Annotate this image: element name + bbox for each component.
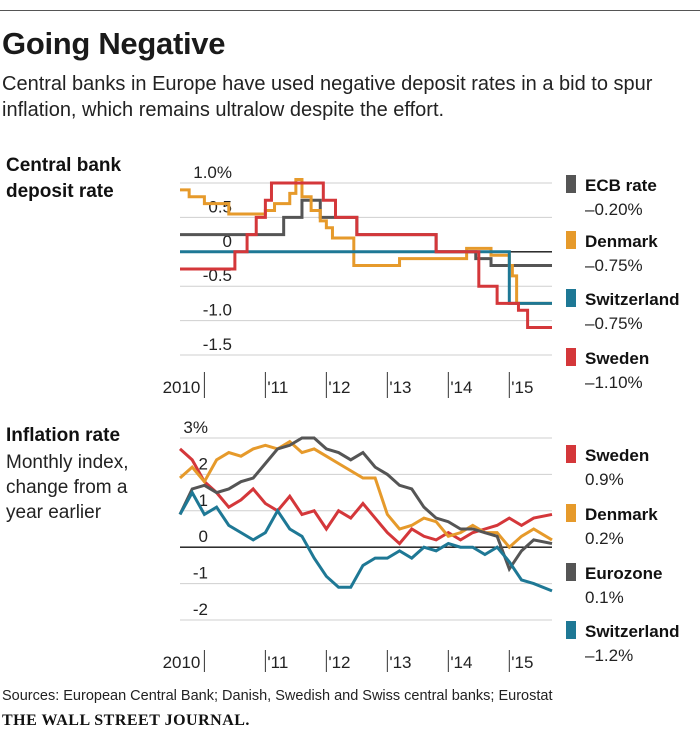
inflation-series-switzerland <box>178 489 553 593</box>
inflation-xtick-label: '13 <box>389 653 411 672</box>
deposit-ytick-label: 1.0% <box>193 163 232 182</box>
inflation-legend-value: 0.1% <box>585 588 624 607</box>
page-title: Going Negative <box>2 26 226 61</box>
deposit-legend-value: –1.10% <box>585 373 643 392</box>
inflation-legend-value: –1.2% <box>585 646 633 665</box>
inflation-legend-swatch <box>566 504 576 522</box>
inflation-ytick-label: 2 <box>199 454 208 473</box>
deposit-ytick-label: 0 <box>223 232 232 251</box>
deposit-xtick-label: 2010 <box>163 378 201 397</box>
deposit-ytick-label: -1.5 <box>203 335 232 354</box>
inflation-xtick-label: 2010 <box>163 653 201 672</box>
deposit-xtick-label: '13 <box>389 378 411 397</box>
deposit-legend-value: –0.75% <box>585 314 643 333</box>
inflation-legend-name: Sweden <box>585 446 649 465</box>
inflation-ytick-label: 0 <box>199 527 208 546</box>
top-rule <box>0 10 700 11</box>
inflation-xtick-label: '14 <box>450 653 472 672</box>
inflation-subtitle-line-2: change from a <box>6 477 128 498</box>
inflation-xtick-label: '11 <box>267 653 288 672</box>
deposit-legend-value: –0.75% <box>585 256 643 275</box>
inflation-legend-swatch <box>566 621 576 639</box>
inflation-ytick-label: -2 <box>193 600 208 619</box>
inflation-subtitle-line-1: Monthly index, <box>6 452 129 473</box>
page-subtitle: Central banks in Europe have used negati… <box>2 73 653 121</box>
deposit-series-denmark <box>180 178 552 305</box>
inflation-series-sweden <box>178 447 553 546</box>
source-note: Sources: European Central Bank; Danish, … <box>2 688 553 704</box>
inflation-legend-name: Denmark <box>585 505 658 524</box>
deposit-legend-name: ECB rate <box>585 176 657 195</box>
inflation-chart-title: Inflation rate <box>6 425 121 446</box>
inflation-legend-name: Eurozone <box>585 564 662 583</box>
deposit-series-switzerland <box>180 250 552 305</box>
inflation-chart-subtitle: Monthly index, change from a year earlie… <box>6 450 129 525</box>
publisher-logo: THE WALL STREET JOURNAL. <box>2 712 250 729</box>
inflation-xtick-label: '15 <box>511 653 533 672</box>
deposit-legend-name: Denmark <box>585 232 658 251</box>
deposit-chart-title: Central bank deposit rate <box>6 153 121 205</box>
inflation-legend-value: 0.2% <box>585 529 624 548</box>
deposit-legend-value: –0.20% <box>585 200 643 219</box>
deposit-series-sweden <box>180 181 552 329</box>
inflation-xtick-label: '12 <box>328 653 350 672</box>
deposit-xtick-label: '15 <box>511 378 533 397</box>
inflation-legend-value: 0.9% <box>585 470 624 489</box>
deposit-ytick-label: -0.5 <box>203 266 232 285</box>
deposit-xtick-label: '14 <box>450 378 472 397</box>
deposit-legend-name: Sweden <box>585 349 649 368</box>
deposit-legend-name: Switzerland <box>585 290 679 309</box>
deposit-title-line-1: Central bank <box>6 155 122 176</box>
deposit-xtick-label: '12 <box>328 378 350 397</box>
inflation-legend-name: Switzerland <box>585 622 679 641</box>
deposit-legend-swatch <box>566 231 576 249</box>
deposit-title-line-2: deposit rate <box>6 181 114 202</box>
inflation-legend-swatch <box>566 563 576 581</box>
deposit-legend-swatch <box>566 348 576 366</box>
inflation-ytick-label: 1 <box>199 491 208 510</box>
inflation-subtitle-line-3: year earlier <box>6 502 102 523</box>
inflation-legend-swatch <box>566 445 576 463</box>
inflation-series-eurozone <box>178 436 553 573</box>
inflation-ytick-label: -1 <box>193 564 208 583</box>
deposit-ytick-label: -1.0 <box>203 301 232 320</box>
inflation-ytick-label: 3% <box>183 418 208 437</box>
deposit-legend-swatch <box>566 175 576 193</box>
deposit-legend-swatch <box>566 289 576 307</box>
deposit-xtick-label: '11 <box>267 378 288 397</box>
